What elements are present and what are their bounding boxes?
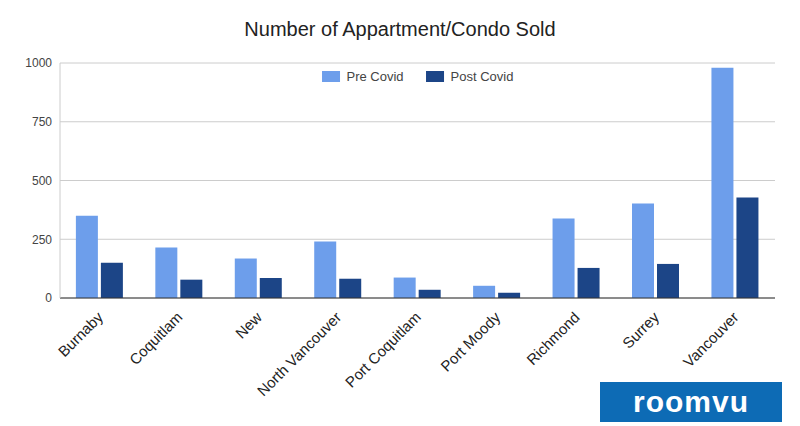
svg-text:750: 750: [32, 115, 52, 129]
svg-text:New: New: [232, 308, 265, 341]
html-text:Number of Appartment/Condo Sol: Number of Appartment/Condo Sold: [244, 18, 556, 40]
html-text:roomvu: roomvu: [633, 385, 749, 418]
svg-text:Coquitlam: Coquitlam: [126, 308, 186, 368]
svg-text:North Vancouver: North Vancouver: [254, 308, 345, 399]
svg-text:Richmond: Richmond: [523, 308, 583, 368]
svg-text:1000: 1000: [25, 56, 52, 70]
svg-text:Burnaby: Burnaby: [55, 308, 107, 360]
svg-text:Surrey: Surrey: [619, 308, 663, 352]
svg-text:Vancouver: Vancouver: [680, 308, 742, 370]
html-text:Post Covid: Post Covid: [450, 69, 514, 84]
html-text:Pre Covid: Pre Covid: [346, 69, 404, 84]
svg-text:0: 0: [45, 291, 52, 305]
svg-text:Port Coquitlam: Port Coquitlam: [342, 308, 424, 390]
svg-text:500: 500: [32, 174, 52, 188]
svg-text:Port Moody: Port Moody: [437, 308, 504, 375]
svg-text:250: 250: [32, 233, 52, 247]
